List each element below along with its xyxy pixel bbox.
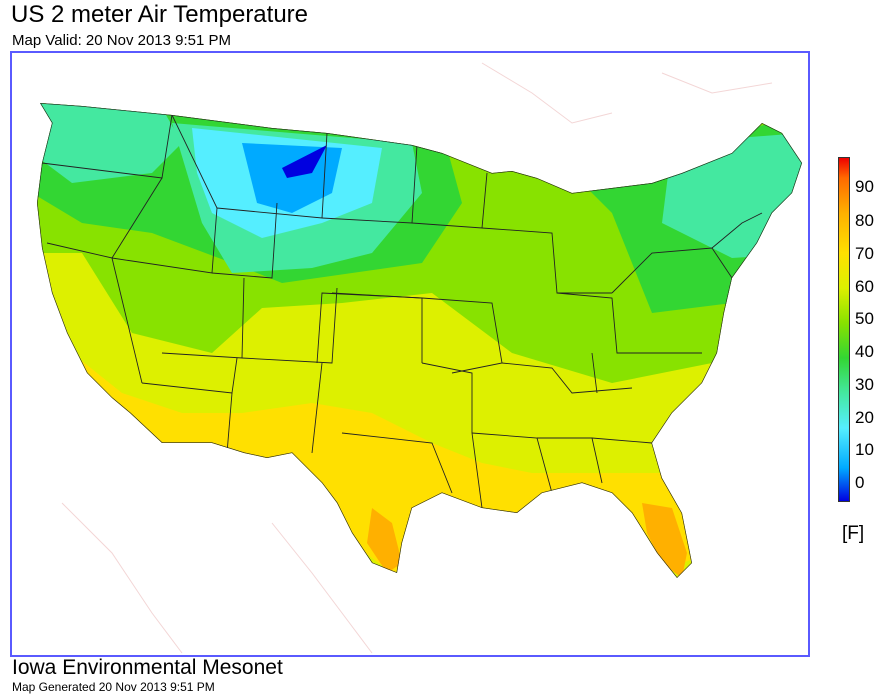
colorbar-label-80: 80 [855,211,874,230]
colorbar-seg-20 [839,393,849,428]
map-title: US 2 meter Air Temperature [11,1,309,28]
colorbar-label-50: 50 [855,309,874,328]
map-valid-time: Map Valid: 20 Nov 2013 9:51 PM [12,32,232,49]
colorbar-seg-40 [839,323,849,358]
neighbor-outlines [61,62,773,654]
colorbar-seg-60 [839,253,849,288]
colorbar-units: [F] [842,523,865,544]
colorbar-label-20: 20 [855,408,874,427]
temperature-map [37,62,802,654]
colorbar-seg-30 [839,358,849,393]
band-60-southwest [72,353,232,453]
colorbar-seg-80 [839,178,849,213]
colorbar-seg-70 [839,213,849,253]
band-70-texas [367,508,402,573]
band-below-0 [282,145,327,178]
colorbar-seg-90 [839,158,849,178]
band-20-northwest [37,103,182,183]
footer-generated-time: Map Generated 20 Nov 2013 9:51 PM [12,680,215,694]
state-boundaries [37,103,802,578]
colorbar-label-0: 0 [855,473,865,492]
footer-organization: Iowa Environmental Mesonet [12,656,283,679]
band-70-florida [642,503,687,578]
colorbar-label-70: 70 [855,244,874,263]
map-panel [10,51,810,657]
colorbar-seg-0 [839,468,849,501]
colorbar-label-30: 30 [855,375,874,394]
colorbar-label-90: 90 [855,177,874,196]
colorbar-seg-10 [839,428,849,468]
temperature-field [37,103,802,578]
colorbar-label-10: 10 [855,440,874,459]
colorbar-label-60: 60 [855,277,874,296]
colorbar-seg-50 [839,288,849,323]
colorbar-fill [839,158,849,501]
colorbar-label-40: 40 [855,342,874,361]
